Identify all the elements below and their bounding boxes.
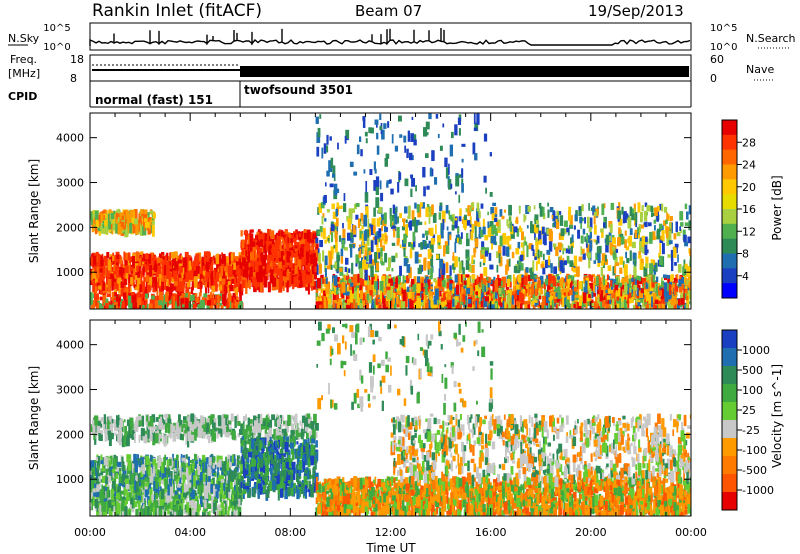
vel-axes-ytick-1: 2000 — [56, 428, 84, 441]
x-tick-5: 20:00 — [575, 526, 607, 539]
freq-tick-top: 18 — [70, 53, 84, 66]
vel-colorbar-swatch-1 — [722, 348, 737, 367]
freq-label: Freq. — [10, 53, 37, 66]
freq-unit-label: [MHz] — [8, 67, 40, 80]
power-colorbar-swatch-10 — [722, 268, 737, 284]
power-colorbar-tick-0: 28 — [742, 136, 756, 149]
velocity-y-label: Slant Range [km] — [27, 366, 41, 470]
power-colorbar-swatch-6 — [722, 209, 737, 225]
x-tick-1: 04:00 — [174, 526, 206, 539]
freq-tick-bottom: 8 — [70, 72, 77, 85]
power-colorbar-swatch-8 — [722, 238, 737, 254]
vel-colorbar-swatch-7 — [722, 456, 737, 475]
power-panel: 1000 2000 3000 4000 Slant Range [km] 28 24 20… — [27, 112, 784, 310]
plot-title: Rankin Inlet (fitACF) — [92, 1, 262, 21]
vel-colorbar-swatch-6 — [722, 438, 737, 457]
power-heatmap — [90, 113, 691, 309]
cpid-mode-1: normal (fast) 151 — [95, 93, 213, 107]
power-colorbar-tick-2: 20 — [742, 181, 756, 194]
x-tick-6: 00:00 — [675, 526, 707, 539]
noise-curve — [89, 28, 691, 46]
power-colorbar-swatch-4 — [722, 179, 737, 195]
velocity-colorbar-label: Velocity [m s^-1] — [770, 364, 784, 468]
vel-colorbar-swatch-9 — [722, 492, 737, 511]
power-colorbar-swatch-9 — [722, 253, 737, 269]
noise-panel: N.Sky 10^5 10^0 10^5 10^0 N.Search — [8, 22, 796, 53]
power-y-label: Slant Range [km] — [27, 159, 41, 263]
power-colorbar-swatch-1 — [722, 134, 737, 151]
power-axes-ytick-1: 2000 — [56, 221, 84, 234]
vel-colorbar-tick-7: -1000 — [742, 484, 774, 497]
x-tick-4: 16:00 — [475, 526, 507, 539]
power-colorbar-tick-4: 12 — [742, 225, 756, 238]
vel-colorbar-tick-5: -100 — [742, 444, 767, 457]
x-tick-3: 12:00 — [375, 526, 407, 539]
date-label: 19/Sep/2013 — [588, 2, 684, 20]
noise-search-label: N.Search — [746, 32, 796, 45]
power-colorbar-label: Power [dB] — [770, 175, 784, 240]
power-colorbar-swatch-5 — [722, 194, 737, 210]
velocity-panel: 1000 2000 3000 4000 Slant Range [km] 1000 50… — [27, 319, 784, 517]
velocity-colorbar: 1000 500 100 25 -25 -100 -500 -1000 — [721, 329, 774, 511]
noise-right-tick-top: 10^5 — [710, 23, 737, 34]
x-tick-2: 08:00 — [274, 526, 306, 539]
vel-colorbar-swatch-8 — [722, 474, 737, 493]
noise-left-tick-bottom: 10^0 — [43, 42, 70, 53]
vel-colorbar-swatch-5 — [722, 420, 737, 439]
x-axis: 00:00 04:00 08:00 12:00 16:00 20:00 00:00 — [74, 526, 707, 539]
nave-tick-bottom: 0 — [710, 72, 717, 85]
power-colorbar: 28 24 20 16 12 8 4 — [721, 119, 756, 299]
vel-colorbar-swatch-0 — [722, 330, 737, 349]
power-colorbar-swatch-0 — [722, 120, 737, 136]
vel-colorbar-swatch-3 — [722, 384, 737, 403]
vel-axes-ytick-2: 3000 — [56, 384, 84, 397]
nave-label: Nave — [746, 63, 774, 76]
vel-axes-ytick-3: 4000 — [56, 339, 84, 352]
x-tick-0: 00:00 — [74, 526, 106, 539]
velocity-heatmap — [90, 321, 691, 516]
vel-colorbar-tick-0: 1000 — [742, 344, 770, 357]
power-colorbar-tick-3: 16 — [742, 203, 756, 216]
power-axes-ytick-2: 3000 — [56, 177, 84, 190]
cpid-mode-2: twofsound 3501 — [244, 83, 353, 97]
vel-colorbar-tick-4: -25 — [742, 424, 760, 437]
power-colorbar-tick-1: 24 — [742, 159, 756, 172]
beam-label: Beam 07 — [355, 2, 422, 20]
power-colorbar-tick-5: 8 — [742, 248, 749, 261]
cpid-panel: CPID normal (fast) 151 twofsound 3501 — [8, 81, 692, 108]
vel-colorbar-swatch-4 — [722, 402, 737, 421]
vel-colorbar-tick-6: -500 — [742, 464, 767, 477]
cpid-label: CPID — [8, 90, 37, 103]
power-colorbar-swatch-3 — [722, 164, 737, 180]
x-axis-label: Time UT — [365, 541, 416, 554]
vel-colorbar-swatch-2 — [722, 366, 737, 385]
noise-left-tick-top: 10^5 — [43, 23, 70, 34]
power-colorbar-swatch-7 — [722, 223, 737, 240]
frequency-panel: Freq. [MHz] 18 8 60 0 Nave — [8, 53, 775, 85]
power-axes-ytick-0: 1000 — [56, 266, 84, 279]
vel-colorbar-tick-1: 500 — [742, 364, 763, 377]
vel-colorbar-tick-3: 25 — [742, 404, 756, 417]
power-colorbar-swatch-2 — [722, 149, 737, 165]
power-colorbar-swatch-11 — [722, 283, 737, 299]
vel-axes-ytick-0: 1000 — [56, 473, 84, 486]
noise-sky-label: N.Sky — [8, 32, 40, 45]
vel-colorbar-tick-2: 100 — [742, 384, 763, 397]
noise-right-tick-bottom: 10^0 — [710, 42, 737, 53]
power-colorbar-tick-6: 4 — [742, 270, 749, 283]
power-axes-ytick-3: 4000 — [56, 132, 84, 145]
nave-tick-top: 60 — [710, 53, 724, 66]
